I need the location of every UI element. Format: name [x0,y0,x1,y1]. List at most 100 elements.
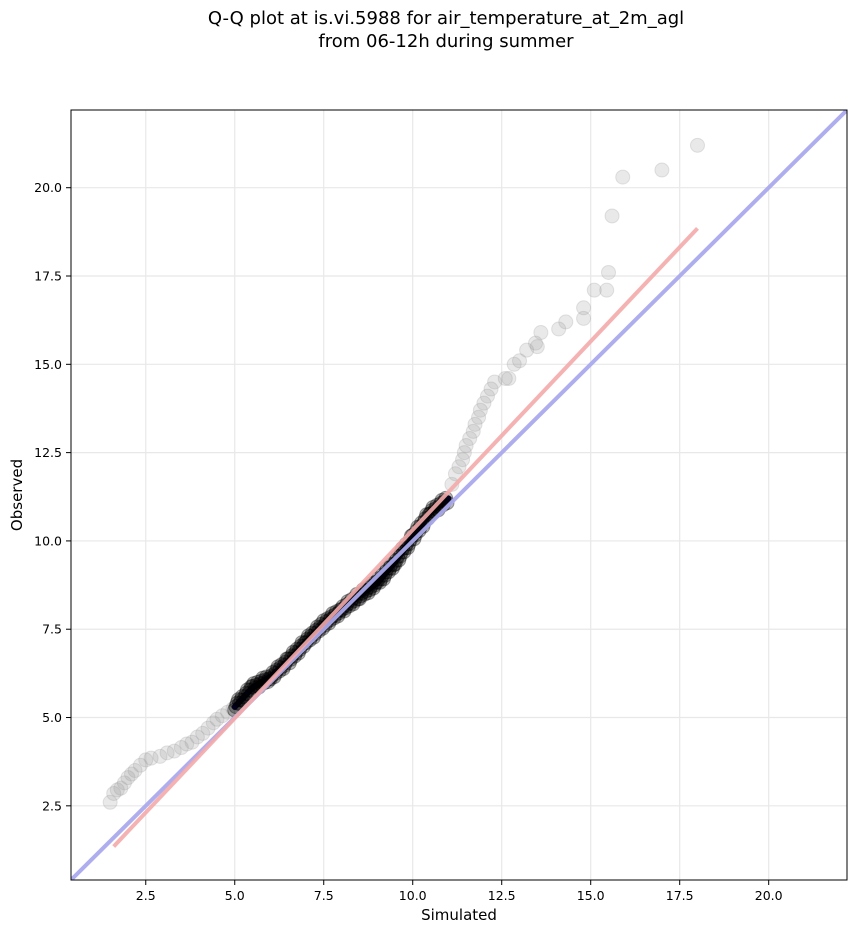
data-point [533,325,549,341]
data-point [476,395,492,411]
data-point [255,670,271,686]
data-point [358,583,374,599]
data-point [132,757,148,773]
data-point [200,720,216,736]
data-point [127,763,143,779]
data-point [231,692,247,708]
plot-frame [70,109,848,881]
data-point [471,409,487,425]
data-point [576,300,592,316]
data-point [363,579,379,595]
data-point [106,785,122,801]
data-point [116,775,132,791]
data-point [332,602,348,618]
data-point [483,381,499,397]
data-point [209,711,225,727]
data-point [455,452,471,468]
y-axis-label: Observed [8,459,26,531]
data-point [250,674,266,690]
data-point [615,169,631,185]
data-point [451,459,467,475]
data-point [220,704,236,720]
x-axis-label: Simulated [421,906,497,924]
y-ticks: 2.5 5.0 7.5 10.0 12.5 15.0 17.5 20.0 [34,180,71,813]
data-point [604,208,620,224]
data-point [551,321,567,337]
x-tick-label: 10.0 [399,888,427,903]
y-tick-label: 5.0 [42,710,62,725]
data-point [237,689,253,705]
data-point [245,678,261,694]
data-point [506,356,522,372]
data-point [173,740,189,756]
data-point [152,748,168,764]
data-point [529,339,545,355]
reference-line [71,110,847,880]
y-tick-label: 20.0 [34,180,62,195]
data-point [586,282,602,298]
data-point [179,736,195,752]
data-point [166,743,182,759]
data-point [195,725,211,741]
data-point [479,388,495,404]
data-point [576,310,592,326]
data-point [456,445,472,461]
data-point [528,335,544,351]
data-point [374,567,390,583]
data-point [239,682,255,698]
x-tick-label: 5.0 [225,888,245,903]
data-point [654,162,670,178]
data-point [238,685,254,701]
x-tick-label: 7.5 [314,888,334,903]
y-tick-label: 7.5 [42,622,62,637]
data-point [487,374,503,390]
data-point [109,782,125,798]
x-tick-label: 20.0 [755,888,783,903]
x-tick-label: 17.5 [666,888,694,903]
data-point [345,596,361,612]
x-tick-label: 15.0 [577,888,605,903]
fit-line [112,226,699,848]
data-point [467,416,483,432]
data-point [458,438,474,454]
data-point [350,591,366,607]
data-point [447,466,463,482]
data-point [388,552,404,568]
x-tick-label: 12.5 [488,888,516,903]
chart-subtitle: from 06-12h during summer [318,31,574,52]
data-point [501,370,517,386]
data-point [205,715,221,731]
data-point [689,137,705,153]
data-point [246,676,262,692]
data-point [599,282,615,298]
data-point [465,423,481,439]
data-point [102,794,118,810]
data-point [138,752,154,768]
data-point [601,264,617,280]
data-point [242,682,258,698]
data-point [229,695,245,711]
sparse-points [102,137,705,810]
x-tick-label: 2.5 [136,888,156,903]
data-point [113,780,129,796]
data-point [472,402,488,418]
data-point [124,766,140,782]
data-point [370,571,386,587]
chart-title: Q-Q plot at is.vi.5988 for air_temperatu… [207,8,685,29]
data-point [184,734,200,750]
data-point [353,588,369,604]
data-point [444,476,460,492]
y-gridlines [71,187,847,807]
data-point [143,750,159,766]
data-point [159,745,175,761]
y-tick-label: 12.5 [34,445,62,460]
data-point [519,342,535,358]
y-tick-label: 10.0 [34,533,62,548]
data-point [243,679,259,695]
y-tick-label: 2.5 [42,798,62,813]
data-point [189,729,205,745]
data-point [558,314,574,330]
data-point [512,353,528,369]
x-ticks: 2.5 5.0 7.5 10.0 12.5 15.0 17.5 20.0 [136,880,783,903]
